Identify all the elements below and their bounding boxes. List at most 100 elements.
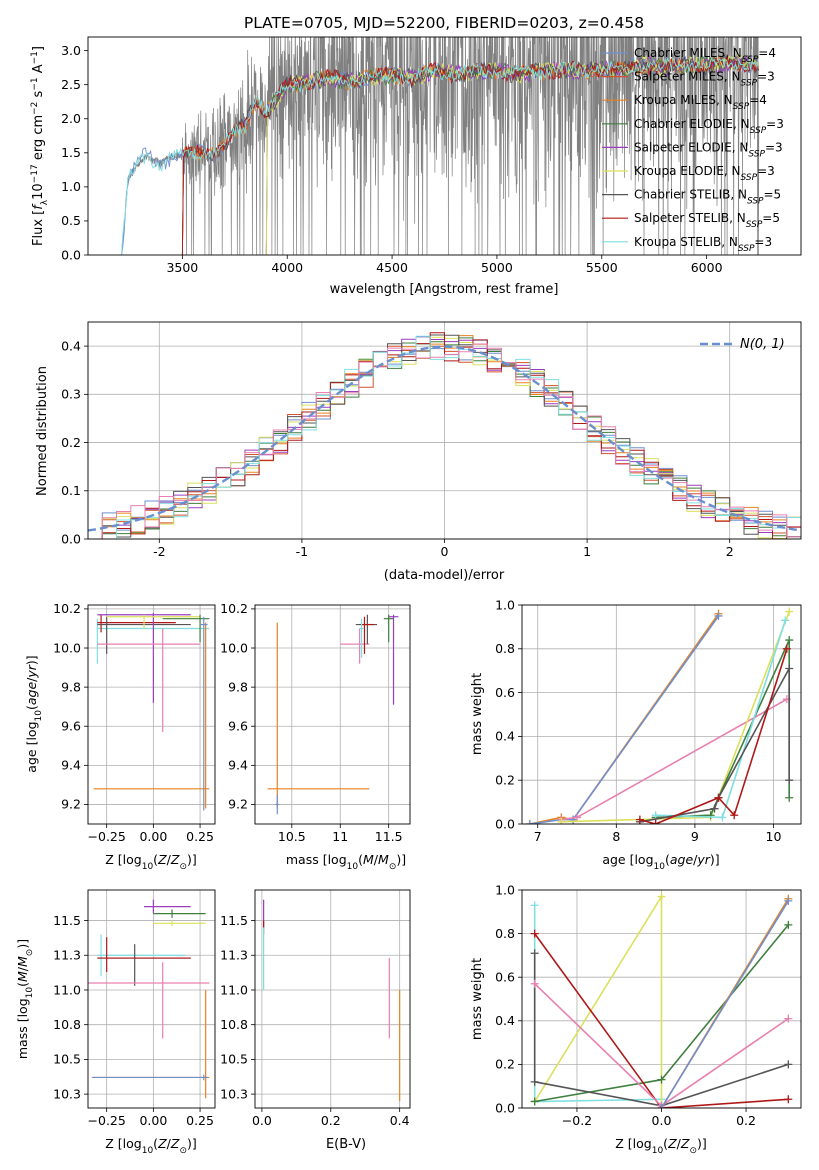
weight-marker bbox=[530, 1077, 539, 1086]
legend-entry: Chabrier MILES, NSSP=4 bbox=[634, 46, 776, 65]
label-part: 10 bbox=[142, 1146, 154, 1156]
y-tick-label: 10.0 bbox=[53, 640, 81, 655]
weight-line-kroupa-stelib bbox=[655, 620, 787, 819]
x-axis-label: mass [log10(M/M⊙)] bbox=[286, 852, 406, 872]
label-part: )] bbox=[15, 939, 30, 949]
y-tick-label: 3.0 bbox=[61, 43, 81, 58]
gaussian-curve bbox=[88, 345, 801, 532]
label-part: age [log bbox=[602, 852, 653, 867]
y-tick-label: 1.0 bbox=[61, 179, 81, 194]
errorbar-pink bbox=[88, 962, 210, 1039]
x-tick-label: 10 bbox=[766, 829, 782, 844]
y-tick-label: 11.3 bbox=[53, 948, 81, 963]
y-tick-label: 0.0 bbox=[495, 1100, 515, 1115]
y-tick-label: 0.2 bbox=[495, 1057, 515, 1072]
axes-frame bbox=[254, 604, 411, 825]
legend-text: Salpeter ELODIE, N bbox=[634, 140, 748, 154]
weight-line-chabrier-miles bbox=[529, 615, 720, 824]
y-tick-label: 9.6 bbox=[61, 719, 81, 734]
legend-tail: =4 bbox=[758, 46, 776, 60]
weight-marker bbox=[784, 1014, 793, 1023]
x-tick-label: −0.2 bbox=[562, 1113, 592, 1128]
legend-tail: =3 bbox=[757, 164, 775, 178]
axes-frame bbox=[254, 889, 411, 1109]
label-part: λ bbox=[40, 199, 50, 205]
x-tick-label: 6000 bbox=[691, 260, 723, 275]
label-part: age bbox=[24, 682, 39, 706]
label-part: −1 bbox=[30, 77, 40, 90]
plot-area bbox=[525, 607, 794, 824]
label-part: )] bbox=[697, 1136, 707, 1151]
errorbar-salpeter-stelib bbox=[97, 614, 176, 633]
y-tick-label: 0.0 bbox=[495, 816, 515, 831]
weight-marker bbox=[635, 815, 644, 824]
y-axis-label: mass weight bbox=[470, 673, 485, 755]
label-part: age [log bbox=[24, 721, 39, 772]
label-part: ⊙ bbox=[389, 862, 397, 872]
label-part: mass [log bbox=[15, 998, 30, 1059]
label-part: Z bbox=[667, 1136, 677, 1151]
weight-marker bbox=[651, 811, 660, 820]
weight-line-pink bbox=[561, 698, 788, 821]
axes: 7 8 9 10 0.0 0.2 0.4 0.6 0.8 1.0 bbox=[495, 597, 802, 844]
errorbar-chabrier-elodie bbox=[383, 614, 394, 643]
weight-line-salpeter-stelib bbox=[534, 933, 789, 1108]
x-tick-label: -2 bbox=[153, 544, 165, 559]
errorbar-kroupa-miles bbox=[93, 989, 210, 1099]
x-tick-label: 4000 bbox=[271, 260, 303, 275]
y-axis-label: Normed distribution bbox=[35, 366, 50, 496]
grid bbox=[88, 890, 215, 1108]
x-tick-label: 4500 bbox=[376, 260, 408, 275]
y-tick-label: 0.6 bbox=[495, 970, 515, 985]
label-part: / bbox=[167, 852, 172, 867]
legend-entry: Kroupa MILES, NSSP=4 bbox=[634, 93, 767, 112]
legend-entry: Salpeter MILES, NSSP=3 bbox=[634, 70, 775, 89]
x-tick-label: 0.25 bbox=[186, 829, 214, 844]
label-part: ( bbox=[153, 852, 158, 867]
y-tick-label: 1.0 bbox=[495, 882, 515, 897]
weight-marker bbox=[530, 929, 539, 938]
y-tick-label: 0.4 bbox=[61, 338, 81, 353]
plot-area bbox=[121, 37, 760, 255]
label-part: 10 bbox=[142, 862, 154, 872]
label-part: yr bbox=[24, 664, 39, 678]
legend-entry: Chabrier STELIB, NSSP=5 bbox=[634, 188, 781, 207]
errorbar-kroupa-stelib bbox=[359, 618, 364, 658]
y-tick-label: 9.4 bbox=[228, 758, 248, 773]
errorbar-salpeter-stelib bbox=[97, 937, 191, 972]
x-tick-label: 9 bbox=[691, 829, 699, 844]
label-part: )] bbox=[187, 1136, 197, 1151]
x-tick-label: 0.0 bbox=[252, 1113, 272, 1128]
label-part: / bbox=[374, 852, 379, 867]
x-tick-label: 0.2 bbox=[736, 1113, 756, 1128]
label-part: −2 bbox=[30, 102, 40, 115]
weight-marker bbox=[530, 1097, 539, 1106]
label-part: / bbox=[167, 1136, 172, 1151]
plot-area bbox=[530, 892, 793, 1108]
legend-entry: Salpeter STELIB, NSSP=5 bbox=[634, 211, 780, 230]
x-tick-label: 0.25 bbox=[186, 1113, 214, 1128]
label-part: Z bbox=[170, 852, 180, 867]
weight-marker bbox=[782, 644, 791, 653]
x-tick-label: 1 bbox=[583, 544, 591, 559]
axes: -2 -1 0 1 2 0.0 0.1 0.2 0.3 0.4 bbox=[61, 321, 802, 559]
axes: −0.25 0.00 0.25 9.2 9.4 9.6 9.8 10.0 10.2 bbox=[53, 601, 216, 844]
legend-sub: SSP bbox=[746, 220, 763, 230]
label-part: −1 bbox=[30, 51, 40, 64]
errorbar-chabrier-stelib bbox=[97, 944, 191, 986]
errorbar-pink bbox=[97, 628, 201, 733]
legend-text: Chabrier STELIB, N bbox=[634, 188, 747, 202]
errorbar-chabrier-elodie bbox=[162, 614, 210, 643]
weight-marker bbox=[651, 820, 660, 824]
label-part: Z bbox=[680, 1136, 690, 1151]
figure-title: PLATE=0705, MJD=52200, FIBERID=0203, z=0… bbox=[244, 14, 644, 32]
x-tick-label: 0.00 bbox=[139, 1113, 167, 1128]
y-tick-label: 0.4 bbox=[495, 1013, 515, 1028]
panel-residuals: -2 -1 0 1 2 0.0 0.1 0.2 0.3 0.4 N(0, 1) (data-model… bbox=[35, 321, 802, 583]
label-part: M bbox=[378, 852, 389, 867]
plot-area bbox=[88, 332, 801, 539]
label-part: ] bbox=[31, 46, 46, 51]
observed-spectrum bbox=[121, 37, 760, 255]
y-tick-label: 10.5 bbox=[53, 1052, 81, 1067]
y-tick-label: 10.3 bbox=[220, 1086, 248, 1101]
